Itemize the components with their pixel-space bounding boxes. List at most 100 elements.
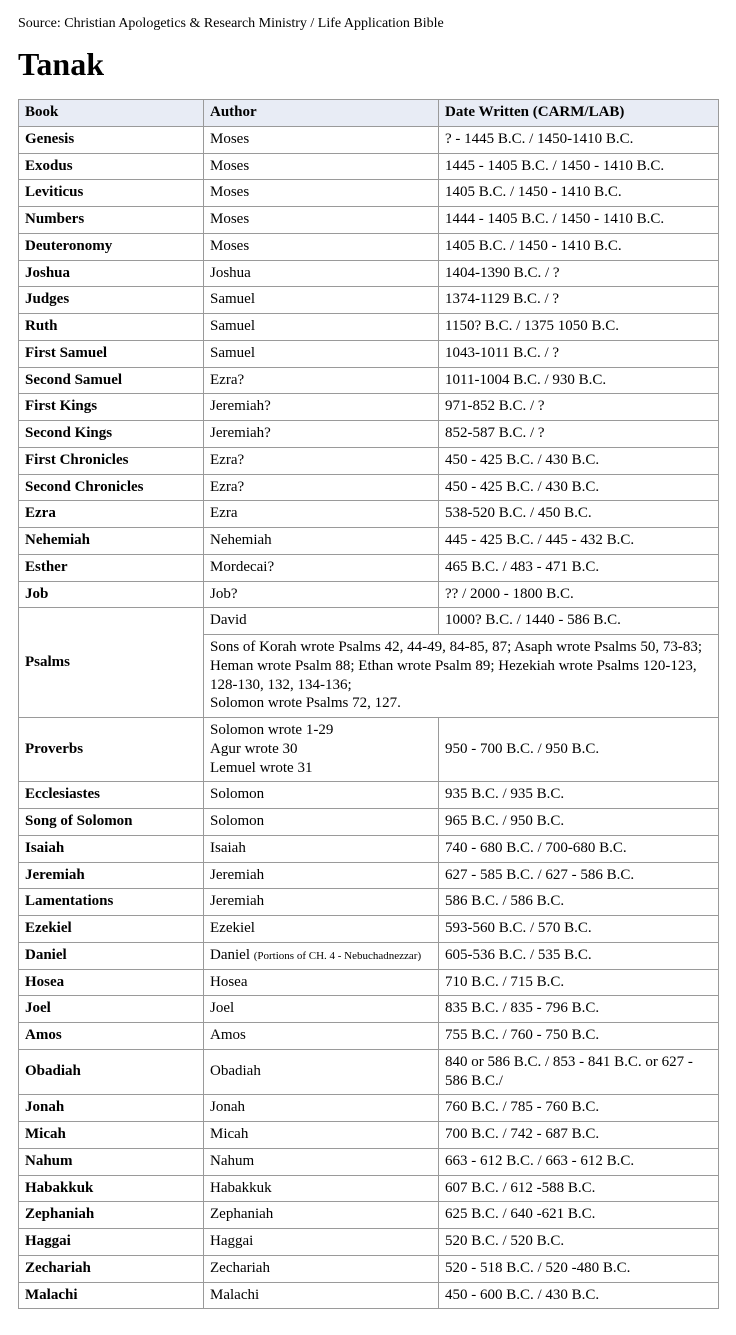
- date-cell: 971-852 B.C. / ?: [439, 394, 719, 421]
- book-cell: Haggai: [19, 1229, 204, 1256]
- author-cell: Moses: [204, 207, 439, 234]
- date-cell: 607 B.C. / 612 -588 B.C.: [439, 1175, 719, 1202]
- date-cell: 700 B.C. / 742 - 687 B.C.: [439, 1122, 719, 1149]
- book-cell: Job: [19, 581, 204, 608]
- date-cell: 840 or 586 B.C. / 853 - 841 B.C. or 627 …: [439, 1049, 719, 1095]
- author-cell: Ezra: [204, 501, 439, 528]
- book-cell: Song of Solomon: [19, 809, 204, 836]
- book-cell: Proverbs: [19, 718, 204, 782]
- date-cell: 1043-1011 B.C. / ?: [439, 340, 719, 367]
- author-cell: Samuel: [204, 340, 439, 367]
- author-cell: Isaiah: [204, 835, 439, 862]
- table-row: GenesisMoses? - 1445 B.C. / 1450-1410 B.…: [19, 126, 719, 153]
- date-cell: 710 B.C. / 715 B.C.: [439, 969, 719, 996]
- table-row: LeviticusMoses1405 B.C. / 1450 - 1410 B.…: [19, 180, 719, 207]
- author-cell: Solomon: [204, 782, 439, 809]
- psalms-note: Sons of Korah wrote Psalms 42, 44-49, 84…: [204, 635, 719, 718]
- table-row: EstherMordecai?465 B.C. / 483 - 471 B.C.: [19, 554, 719, 581]
- table-row: Psalms David 1000? B.C. / 1440 - 586 B.C…: [19, 608, 719, 635]
- table-row: EzraEzra538-520 B.C. / 450 B.C.: [19, 501, 719, 528]
- author-cell: Daniel (Portions of CH. 4 - Nebuchadnezz…: [204, 942, 439, 969]
- book-cell: Deuteronomy: [19, 233, 204, 260]
- date-cell: 445 - 425 B.C. / 445 - 432 B.C.: [439, 528, 719, 555]
- book-cell: Nahum: [19, 1148, 204, 1175]
- table-row: Proverbs Solomon wrote 1-29 Agur wrote 3…: [19, 718, 719, 782]
- author-cell: Samuel: [204, 314, 439, 341]
- book-cell: Zechariah: [19, 1255, 204, 1282]
- book-cell: First Chronicles: [19, 447, 204, 474]
- date-cell: 450 - 600 B.C. / 430 B.C.: [439, 1282, 719, 1309]
- table-row: HabakkukHabakkuk607 B.C. / 612 -588 B.C.: [19, 1175, 719, 1202]
- book-cell: Exodus: [19, 153, 204, 180]
- date-cell: 450 - 425 B.C. / 430 B.C.: [439, 474, 719, 501]
- author-cell: Malachi: [204, 1282, 439, 1309]
- author-cell: Jonah: [204, 1095, 439, 1122]
- table-row: First ChroniclesEzra?450 - 425 B.C. / 43…: [19, 447, 719, 474]
- author-cell: Micah: [204, 1122, 439, 1149]
- table-row: JonahJonah760 B.C. / 785 - 760 B.C.: [19, 1095, 719, 1122]
- author-cell: Solomon wrote 1-29 Agur wrote 30 Lemuel …: [204, 718, 439, 782]
- author-cell: Jeremiah?: [204, 421, 439, 448]
- author-cell: Amos: [204, 1023, 439, 1050]
- table-row: Second KingsJeremiah?852-587 B.C. / ?: [19, 421, 719, 448]
- author-cell: Job?: [204, 581, 439, 608]
- book-cell: Second Chronicles: [19, 474, 204, 501]
- date-cell: 1405 B.C. / 1450 - 1410 B.C.: [439, 233, 719, 260]
- author-cell: Jeremiah: [204, 862, 439, 889]
- date-cell: 1404-1390 B.C. / ?: [439, 260, 719, 287]
- book-cell: Numbers: [19, 207, 204, 234]
- author-cell: Nehemiah: [204, 528, 439, 555]
- date-cell: 852-587 B.C. / ?: [439, 421, 719, 448]
- author-cell: Habakkuk: [204, 1175, 439, 1202]
- col-date: Date Written (CARM/LAB): [439, 100, 719, 127]
- author-cell: Joshua: [204, 260, 439, 287]
- author-cell: Moses: [204, 126, 439, 153]
- date-cell: 465 B.C. / 483 - 471 B.C.: [439, 554, 719, 581]
- book-cell: Isaiah: [19, 835, 204, 862]
- author-cell: Solomon: [204, 809, 439, 836]
- author-cell: Obadiah: [204, 1049, 439, 1095]
- book-cell: First Samuel: [19, 340, 204, 367]
- author-cell: Ezra?: [204, 367, 439, 394]
- author-cell: Joel: [204, 996, 439, 1023]
- date-cell: 950 - 700 B.C. / 950 B.C.: [439, 718, 719, 782]
- table-row: EzekielEzekiel593-560 B.C. / 570 B.C.: [19, 916, 719, 943]
- date-cell: ? - 1445 B.C. / 1450-1410 B.C.: [439, 126, 719, 153]
- author-cell: Haggai: [204, 1229, 439, 1256]
- table-row: JoelJoel835 B.C. / 835 - 796 B.C.: [19, 996, 719, 1023]
- date-cell: 965 B.C. / 950 B.C.: [439, 809, 719, 836]
- date-cell: 520 - 518 B.C. / 520 -480 B.C.: [439, 1255, 719, 1282]
- date-cell: 538-520 B.C. / 450 B.C.: [439, 501, 719, 528]
- author-cell: Jeremiah?: [204, 394, 439, 421]
- table-row: ExodusMoses1445 - 1405 B.C. / 1450 - 141…: [19, 153, 719, 180]
- book-cell: Joshua: [19, 260, 204, 287]
- date-cell: 740 - 680 B.C. / 700-680 B.C.: [439, 835, 719, 862]
- daniel-author-note: (Portions of CH. 4 - Nebuchadnezzar): [254, 950, 421, 962]
- date-cell: 1150? B.C. / 1375 1050 B.C.: [439, 314, 719, 341]
- table-header-row: Book Author Date Written (CARM/LAB): [19, 100, 719, 127]
- author-cell: Zechariah: [204, 1255, 439, 1282]
- date-cell: 625 B.C. / 640 -621 B.C.: [439, 1202, 719, 1229]
- book-cell: Jeremiah: [19, 862, 204, 889]
- table-row: NumbersMoses1444 - 1405 B.C. / 1450 - 14…: [19, 207, 719, 234]
- author-cell: Moses: [204, 153, 439, 180]
- table-row: ObadiahObadiah840 or 586 B.C. / 853 - 84…: [19, 1049, 719, 1095]
- book-cell: Amos: [19, 1023, 204, 1050]
- table-row: First SamuelSamuel1043-1011 B.C. / ?: [19, 340, 719, 367]
- table-row: DeuteronomyMoses1405 B.C. / 1450 - 1410 …: [19, 233, 719, 260]
- source-text: Source: Christian Apologetics & Research…: [18, 16, 718, 32]
- book-cell: Genesis: [19, 126, 204, 153]
- date-cell: 593-560 B.C. / 570 B.C.: [439, 916, 719, 943]
- book-cell: Nehemiah: [19, 528, 204, 555]
- author-cell: Zephaniah: [204, 1202, 439, 1229]
- date-cell: 605-536 B.C. / 535 B.C.: [439, 942, 719, 969]
- book-cell: Obadiah: [19, 1049, 204, 1095]
- book-cell: First Kings: [19, 394, 204, 421]
- table-row: MalachiMalachi450 - 600 B.C. / 430 B.C.: [19, 1282, 719, 1309]
- date-cell: 755 B.C. / 760 - 750 B.C.: [439, 1023, 719, 1050]
- table-body: GenesisMoses? - 1445 B.C. / 1450-1410 B.…: [19, 126, 719, 1309]
- tanak-table: Book Author Date Written (CARM/LAB) Gene…: [18, 99, 719, 1309]
- date-cell: 760 B.C. / 785 - 760 B.C.: [439, 1095, 719, 1122]
- book-cell: Zephaniah: [19, 1202, 204, 1229]
- book-cell: Second Kings: [19, 421, 204, 448]
